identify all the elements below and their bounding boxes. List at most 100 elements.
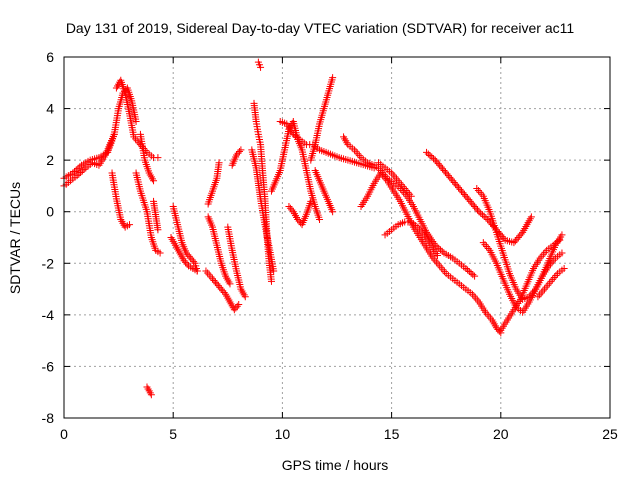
data-point xyxy=(156,249,164,257)
data-point xyxy=(316,215,324,223)
data-point xyxy=(184,251,192,259)
data-point xyxy=(558,231,566,239)
data-point xyxy=(433,252,441,260)
data-point xyxy=(437,163,445,171)
data-point xyxy=(474,206,482,214)
data-point xyxy=(545,279,553,287)
data-point xyxy=(511,237,519,245)
data-point xyxy=(267,277,275,285)
data-point xyxy=(472,204,480,212)
data-point xyxy=(288,206,296,214)
data-point xyxy=(542,283,550,291)
data-point xyxy=(220,289,228,297)
data-point xyxy=(466,197,474,205)
data-point xyxy=(190,258,198,266)
data-point xyxy=(216,283,224,291)
data-point xyxy=(440,166,448,174)
data-point xyxy=(202,267,210,275)
data-point xyxy=(441,268,449,276)
data-point xyxy=(449,177,457,185)
x-tick-label: 5 xyxy=(169,426,177,442)
data-point xyxy=(180,257,188,265)
data-point xyxy=(475,208,483,216)
data-point xyxy=(549,275,557,283)
data-point xyxy=(354,150,362,158)
data-point xyxy=(188,256,196,264)
grid xyxy=(64,57,610,418)
data-point xyxy=(479,239,487,247)
data-point xyxy=(457,187,465,195)
data-point xyxy=(560,264,568,272)
data-point xyxy=(187,254,195,262)
data-point xyxy=(437,264,445,272)
data-points xyxy=(60,58,568,399)
data-point xyxy=(295,217,303,225)
data-point xyxy=(193,267,201,275)
data-point xyxy=(182,258,190,266)
data-point xyxy=(80,165,88,173)
data-point xyxy=(462,192,470,200)
data-point xyxy=(355,152,363,160)
data-point xyxy=(432,258,440,266)
data-point xyxy=(154,154,162,162)
data-point xyxy=(431,156,439,164)
data-point xyxy=(285,203,293,211)
data-point xyxy=(471,272,479,280)
data-point xyxy=(552,272,560,280)
y-tick-label: 6 xyxy=(46,49,54,65)
data-point xyxy=(459,189,467,197)
data-point xyxy=(434,260,442,268)
data-point xyxy=(539,287,547,295)
data-point xyxy=(500,234,508,242)
data-point xyxy=(77,169,85,177)
data-point xyxy=(462,264,470,272)
data-point xyxy=(232,304,240,312)
y-tick-label: -8 xyxy=(42,410,55,426)
data-point xyxy=(391,173,399,181)
data-point xyxy=(534,293,542,301)
data-point xyxy=(482,214,490,222)
data-point xyxy=(69,169,77,177)
data-point xyxy=(452,180,460,188)
data-point xyxy=(473,185,481,193)
data-point xyxy=(492,324,500,332)
data-point xyxy=(126,221,134,229)
chart-title: Day 131 of 2019, Sidereal Day-to-day VTE… xyxy=(66,20,575,36)
data-point xyxy=(536,291,544,299)
data-point xyxy=(233,302,241,310)
data-point xyxy=(477,209,485,217)
data-point xyxy=(483,243,491,251)
data-point xyxy=(558,249,566,257)
data-point xyxy=(537,289,545,297)
data-point xyxy=(467,269,475,277)
data-point xyxy=(352,148,360,156)
data-point xyxy=(446,173,454,181)
data-point xyxy=(465,268,473,276)
data-point xyxy=(76,163,84,171)
data-point xyxy=(544,281,552,289)
data-point xyxy=(329,74,337,82)
y-axis-label: SDTVAR / TECUs xyxy=(7,182,23,294)
data-point xyxy=(234,149,242,157)
data-point xyxy=(436,262,444,270)
data-point xyxy=(438,247,446,255)
data-point xyxy=(485,312,493,320)
data-point xyxy=(215,159,223,167)
data-point xyxy=(436,161,444,169)
data-point xyxy=(241,293,249,301)
data-point xyxy=(439,165,447,173)
data-point xyxy=(132,117,140,125)
y-tick-label: 4 xyxy=(46,101,54,117)
data-point xyxy=(430,155,438,163)
y-tick-label: -2 xyxy=(42,255,55,271)
data-point xyxy=(474,186,482,194)
data-point xyxy=(75,170,83,178)
data-point xyxy=(527,213,535,221)
data-point xyxy=(78,167,86,175)
data-point xyxy=(235,148,243,156)
data-point xyxy=(469,271,477,279)
data-point xyxy=(478,211,486,219)
ticks: 0 5 10 15 20 25 -8 -6 -4 -2 0 2 4 6 xyxy=(42,49,618,442)
data-point xyxy=(110,130,118,138)
data-point xyxy=(453,182,461,190)
